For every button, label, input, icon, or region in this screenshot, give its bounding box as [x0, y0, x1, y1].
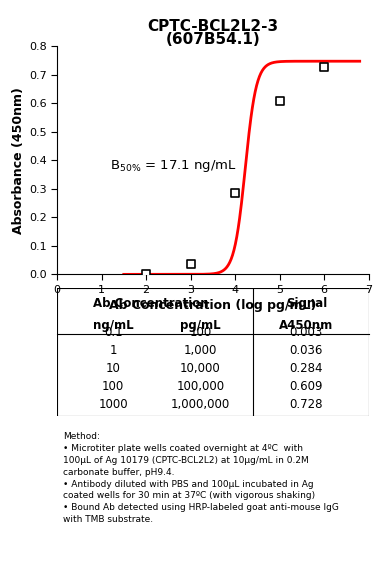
Point [277, 96, 283, 106]
Text: ng/mL: ng/mL [93, 318, 133, 332]
Text: 10,000: 10,000 [180, 362, 221, 375]
Text: pg/mL: pg/mL [180, 318, 221, 332]
Text: (607B54.1): (607B54.1) [165, 32, 260, 47]
Text: B$_{50\%}$ = 17.1 ng/mL: B$_{50\%}$ = 17.1 ng/mL [111, 158, 237, 174]
Y-axis label: Absorbance (450nm): Absorbance (450nm) [12, 87, 25, 234]
Text: Method:
• Microtiter plate wells coated overnight at 4ºC  with
100μL of Ag 10179: Method: • Microtiter plate wells coated … [63, 433, 339, 524]
Text: 10: 10 [106, 362, 120, 375]
Text: 100,000: 100,000 [176, 380, 225, 393]
Text: 0.036: 0.036 [290, 344, 323, 357]
Text: 100: 100 [102, 380, 124, 393]
Text: Ab Concentration: Ab Concentration [93, 296, 208, 310]
Text: 0.1: 0.1 [104, 326, 122, 339]
X-axis label: Ab Concentration (log pg/mL): Ab Concentration (log pg/mL) [109, 299, 317, 312]
Text: 100: 100 [189, 326, 211, 339]
Text: 1000: 1000 [98, 398, 128, 411]
Point [187, 259, 193, 269]
Text: 0.284: 0.284 [290, 362, 323, 375]
Text: CPTC-BCL2L2-3: CPTC-BCL2L2-3 [147, 19, 279, 34]
Text: 1: 1 [109, 344, 117, 357]
Text: 0.609: 0.609 [290, 380, 323, 393]
Text: 1,000: 1,000 [184, 344, 217, 357]
Point [232, 189, 238, 198]
Text: A450nm: A450nm [279, 318, 333, 332]
Point [143, 269, 149, 278]
Text: 0.728: 0.728 [290, 398, 323, 411]
Text: 0.003: 0.003 [290, 326, 323, 339]
Point [321, 62, 327, 71]
Text: 1,000,000: 1,000,000 [171, 398, 230, 411]
Text: Signal: Signal [286, 296, 327, 310]
